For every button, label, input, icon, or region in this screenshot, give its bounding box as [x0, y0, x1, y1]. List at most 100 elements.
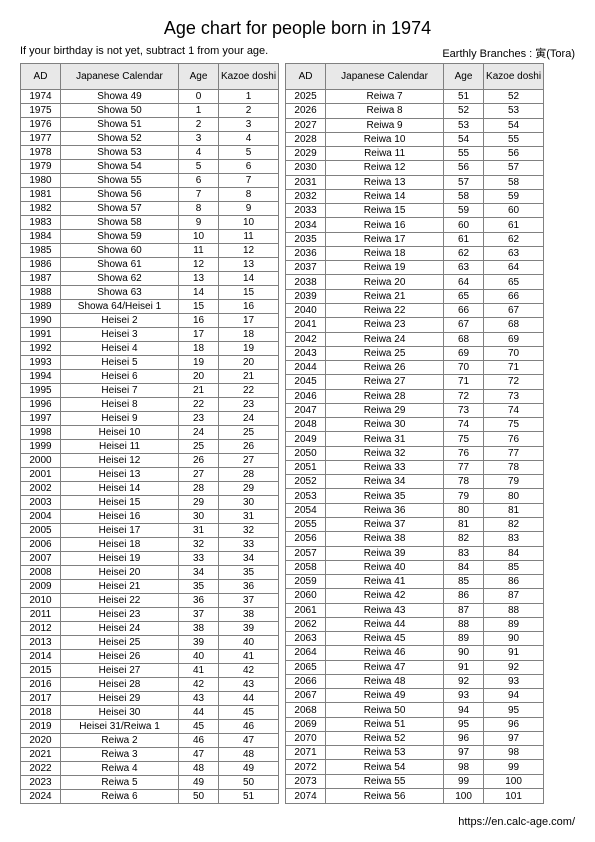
cell-ad: 1992 — [21, 342, 61, 356]
cell-ad: 1988 — [21, 286, 61, 300]
cell-age: 37 — [179, 608, 219, 622]
cell-jc: Reiwa 9 — [326, 118, 444, 132]
table-row: 2052Reiwa 347879 — [286, 475, 544, 489]
cell-ad: 2038 — [286, 275, 326, 289]
cell-age: 76 — [444, 446, 484, 460]
cell-ad: 2065 — [286, 660, 326, 674]
cell-ad: 1996 — [21, 398, 61, 412]
cell-kz: 22 — [219, 384, 279, 398]
cell-age: 7 — [179, 188, 219, 202]
table-row: 1982Showa 5789 — [21, 202, 279, 216]
cell-ad: 2056 — [286, 532, 326, 546]
cell-ad: 2043 — [286, 346, 326, 360]
cell-ad: 1995 — [21, 384, 61, 398]
table-row: 1977Showa 5234 — [21, 132, 279, 146]
table-row: 2055Reiwa 378182 — [286, 517, 544, 531]
footer-url: https://en.calc-age.com/ — [458, 816, 575, 828]
cell-age: 0 — [179, 90, 219, 104]
table-row: 2045Reiwa 277172 — [286, 375, 544, 389]
cell-age: 3 — [179, 132, 219, 146]
cell-kz: 2 — [219, 104, 279, 118]
tables-container: AD Japanese Calendar Age Kazoe doshi 197… — [20, 63, 575, 804]
cell-ad: 2073 — [286, 774, 326, 788]
cell-kz: 35 — [219, 566, 279, 580]
cell-kz: 7 — [219, 174, 279, 188]
table-row: 2071Reiwa 539798 — [286, 746, 544, 760]
cell-kz: 91 — [484, 646, 544, 660]
table-row: 2026Reiwa 85253 — [286, 104, 544, 118]
cell-kz: 81 — [484, 503, 544, 517]
cell-jc: Reiwa 46 — [326, 646, 444, 660]
cell-age: 70 — [444, 361, 484, 375]
cell-age: 10 — [179, 230, 219, 244]
cell-jc: Reiwa 52 — [326, 731, 444, 745]
cell-ad: 2036 — [286, 246, 326, 260]
cell-age: 79 — [444, 489, 484, 503]
cell-age: 90 — [444, 646, 484, 660]
cell-kz: 5 — [219, 146, 279, 160]
table-row: 2072Reiwa 549899 — [286, 760, 544, 774]
cell-age: 91 — [444, 660, 484, 674]
table-row: 2000Heisei 122627 — [21, 454, 279, 468]
cell-kz: 6 — [219, 160, 279, 174]
table-row: 1995Heisei 72122 — [21, 384, 279, 398]
cell-kz: 64 — [484, 261, 544, 275]
cell-age: 57 — [444, 175, 484, 189]
table-row: 2069Reiwa 519596 — [286, 717, 544, 731]
table-row: 2018Heisei 304445 — [21, 706, 279, 720]
cell-jc: Showa 55 — [61, 174, 179, 188]
cell-kz: 4 — [219, 132, 279, 146]
cell-ad: 2064 — [286, 646, 326, 660]
cell-age: 59 — [444, 204, 484, 218]
table-row: 2004Heisei 163031 — [21, 510, 279, 524]
cell-ad: 1998 — [21, 426, 61, 440]
table-row: 1990Heisei 21617 — [21, 314, 279, 328]
cell-jc: Heisei 16 — [61, 510, 179, 524]
cell-kz: 36 — [219, 580, 279, 594]
cell-kz: 55 — [484, 132, 544, 146]
cell-jc: Reiwa 14 — [326, 189, 444, 203]
cell-kz: 43 — [219, 678, 279, 692]
cell-ad: 2047 — [286, 403, 326, 417]
cell-ad: 2069 — [286, 717, 326, 731]
cell-kz: 61 — [484, 218, 544, 232]
cell-age: 62 — [444, 246, 484, 260]
cell-age: 2 — [179, 118, 219, 132]
cell-age: 86 — [444, 589, 484, 603]
table-row: 1988Showa 631415 — [21, 286, 279, 300]
cell-age: 33 — [179, 552, 219, 566]
cell-jc: Heisei 18 — [61, 538, 179, 552]
cell-age: 50 — [179, 790, 219, 804]
cell-age: 55 — [444, 147, 484, 161]
cell-kz: 92 — [484, 660, 544, 674]
cell-kz: 49 — [219, 762, 279, 776]
col-header-kz: Kazoe doshi — [219, 64, 279, 90]
cell-ad: 2008 — [21, 566, 61, 580]
cell-jc: Reiwa 16 — [326, 218, 444, 232]
cell-ad: 2040 — [286, 303, 326, 317]
table-row: 2059Reiwa 418586 — [286, 575, 544, 589]
cell-ad: 2002 — [21, 482, 61, 496]
table-row: 2047Reiwa 297374 — [286, 403, 544, 417]
cell-kz: 89 — [484, 617, 544, 631]
table-row: 2027Reiwa 95354 — [286, 118, 544, 132]
cell-jc: Reiwa 36 — [326, 503, 444, 517]
page: Age chart for people born in 1974 If you… — [0, 0, 595, 804]
cell-age: 32 — [179, 538, 219, 552]
cell-kz: 47 — [219, 734, 279, 748]
table-row: 2046Reiwa 287273 — [286, 389, 544, 403]
cell-jc: Reiwa 6 — [61, 790, 179, 804]
cell-age: 15 — [179, 300, 219, 314]
cell-ad: 1986 — [21, 258, 61, 272]
cell-jc: Showa 61 — [61, 258, 179, 272]
cell-age: 28 — [179, 482, 219, 496]
cell-jc: Reiwa 32 — [326, 446, 444, 460]
table-row: 1996Heisei 82223 — [21, 398, 279, 412]
cell-ad: 1980 — [21, 174, 61, 188]
table-row: 2020Reiwa 24647 — [21, 734, 279, 748]
table-row: 2042Reiwa 246869 — [286, 332, 544, 346]
cell-ad: 2020 — [21, 734, 61, 748]
table-row: 2036Reiwa 186263 — [286, 246, 544, 260]
cell-ad: 2050 — [286, 446, 326, 460]
cell-kz: 46 — [219, 720, 279, 734]
